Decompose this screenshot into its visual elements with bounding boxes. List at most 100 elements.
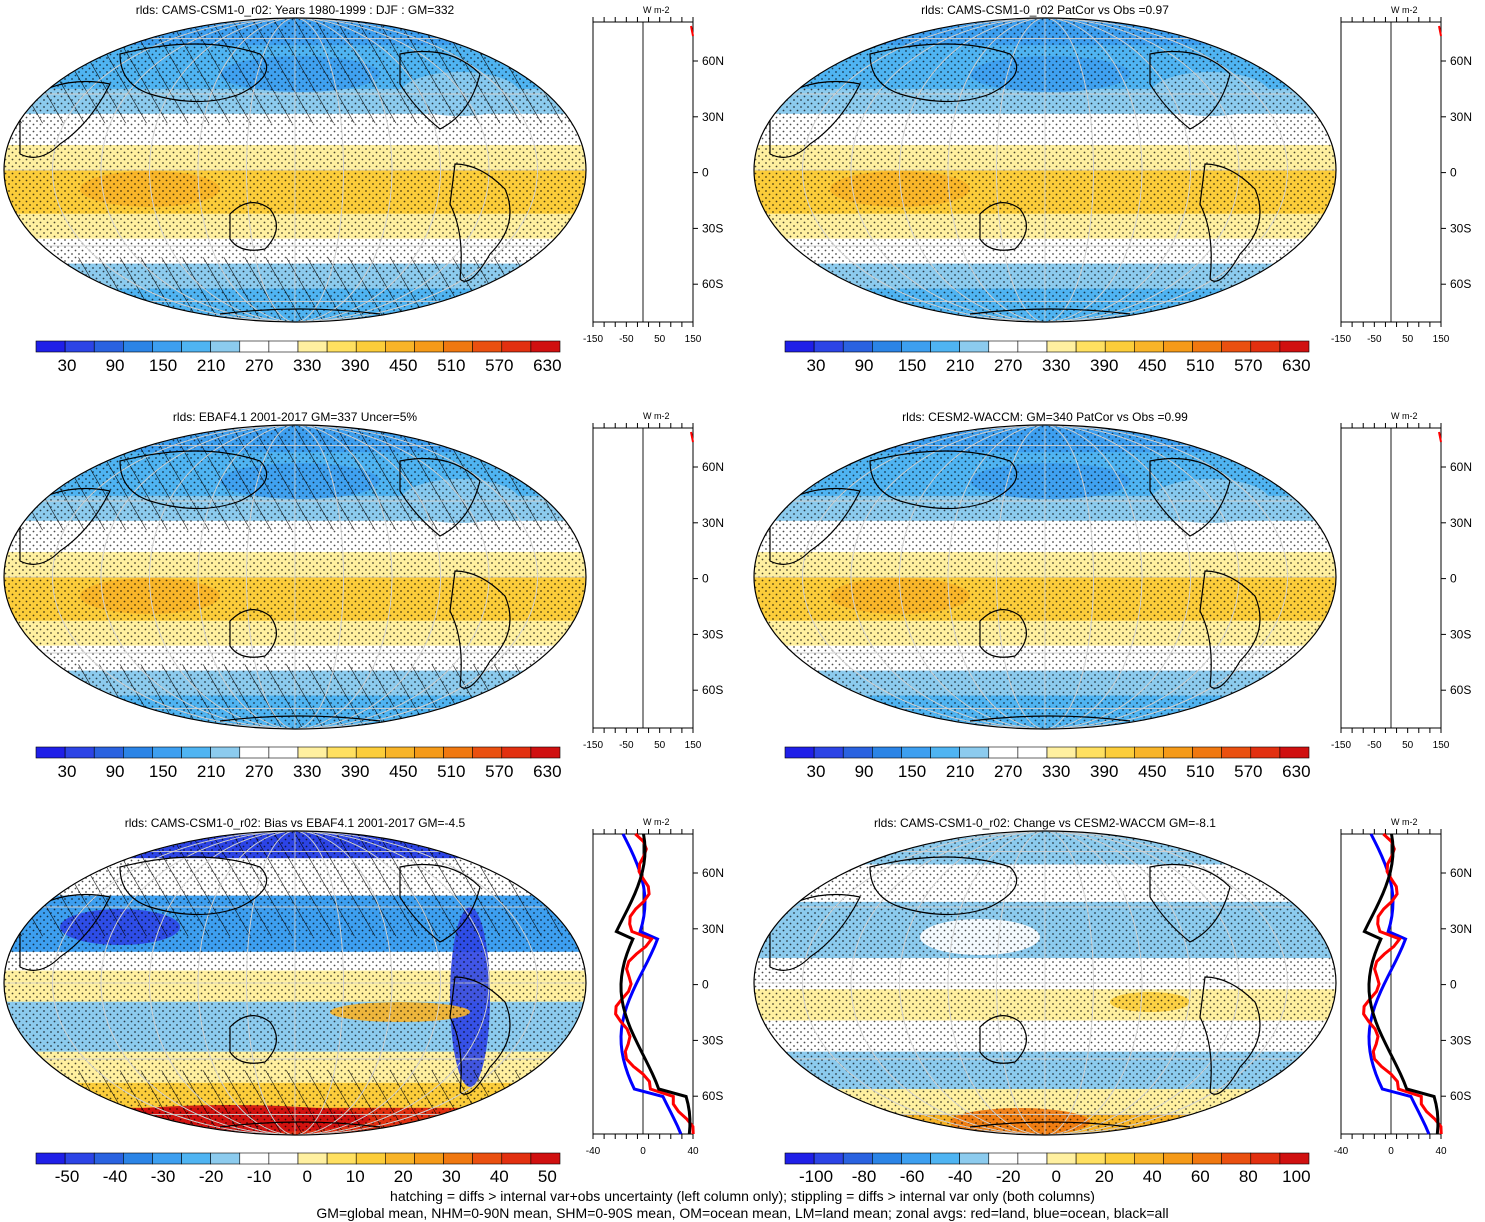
- colorbar-swatch: [239, 340, 270, 353]
- colorbar-label: -20: [198, 1167, 224, 1186]
- colorbar-swatches: [784, 340, 1310, 353]
- colorbar-label: 390: [341, 762, 370, 781]
- colorbar-label: 630: [533, 356, 562, 375]
- colorbar-swatch: [268, 340, 299, 353]
- units-label: W m-2: [1391, 5, 1418, 15]
- colorbar-label: 30: [441, 1167, 461, 1186]
- colorbar-label: 0: [302, 1167, 312, 1186]
- colorbar-swatches: [784, 1152, 1310, 1165]
- lat-label: 30S: [1450, 221, 1471, 235]
- colorbar-swatch: [443, 340, 473, 353]
- colorbar-label: 90: [854, 762, 874, 781]
- lat-label: 30N: [1450, 110, 1472, 124]
- colorbar-swatch: [385, 340, 415, 353]
- colorbar-swatch: [1134, 746, 1164, 759]
- colorbar-label: 40: [489, 1167, 509, 1186]
- colorbar-label: 510: [437, 762, 466, 781]
- colorbar-label: -10: [246, 1167, 272, 1186]
- colorbar-label: 150: [148, 356, 178, 375]
- zonal-plot-4: W m-2 60N 30N 0 30S 60S -150 -50 50 150: [1326, 410, 1485, 765]
- colorbar-label: 60: [1190, 1167, 1210, 1186]
- colorbar-swatch: [35, 1152, 66, 1165]
- colorbar-label: 150: [897, 356, 927, 375]
- colorbar-swatch: [1221, 746, 1252, 759]
- colorbar-5: [35, 1152, 561, 1170]
- x-tick-label: -40: [1334, 1146, 1349, 1157]
- colorbar-swatch: [210, 746, 241, 759]
- colorbar-swatch: [784, 1152, 815, 1165]
- colorbar-label: 30: [57, 356, 77, 375]
- colorbar-swatch: [123, 340, 153, 353]
- map-1: [0, 14, 590, 326]
- colorbar-swatches: [35, 746, 561, 759]
- map-6: [750, 827, 1340, 1139]
- x-tick-label: 150: [1433, 740, 1450, 751]
- panel-title-1: rlds: CAMS-CSM1-0_r02: Years 1980-1999 :…: [135, 3, 455, 17]
- zonal-line-land: [614, 832, 695, 1135]
- colorbar-labels-3: 30 90 150 210 270 330 390 450 510 570 630: [35, 762, 562, 784]
- colorbar-label: 210: [196, 356, 226, 375]
- colorbar-label: 510: [437, 356, 466, 375]
- colorbar-labels-2: 30 90 150 210 270 330 390 450 510 570 630: [784, 356, 1311, 378]
- colorbar-swatches: [784, 746, 1310, 759]
- colorbar-swatch: [1279, 746, 1310, 759]
- colorbar-swatch: [414, 340, 444, 353]
- colorbar-swatch: [268, 1152, 299, 1165]
- colorbar-label: 450: [389, 356, 418, 375]
- x-tick-label: -50: [619, 740, 634, 751]
- robinson-map-6: [753, 830, 1337, 1136]
- zonal-line-ocean: [1367, 833, 1431, 1135]
- colorbar-swatch: [901, 1152, 931, 1165]
- colorbar-label: 390: [1090, 356, 1119, 375]
- colorbar-swatch: [297, 1152, 328, 1165]
- lat-label: 0: [702, 166, 709, 180]
- zonal-plot-6: W m-2 60N 30N 0 30S 60S -40 0 40: [1326, 816, 1485, 1171]
- colorbar-swatch: [530, 340, 561, 353]
- x-tick-label: -40: [586, 1146, 601, 1157]
- units-label: W m-2: [643, 5, 670, 15]
- colorbar-swatch: [1221, 340, 1252, 353]
- colorbar-swatch: [842, 746, 873, 759]
- colorbar-swatch: [930, 1152, 960, 1165]
- x-tick-label: -150: [1331, 334, 1351, 345]
- colorbar-label: 0: [1051, 1167, 1061, 1186]
- colorbar-label: 90: [854, 356, 874, 375]
- colorbar-swatch: [530, 1152, 561, 1165]
- colorbar-label: -40: [947, 1167, 973, 1186]
- x-tick-label: 150: [685, 740, 702, 751]
- colorbar-swatch: [152, 1152, 182, 1165]
- colorbar-1: [35, 340, 561, 358]
- zonal-line-ocean: [619, 833, 683, 1135]
- colorbar-labels-6: -100 -80 -60 -40 -20 0 20 40 60 80 100: [784, 1167, 1311, 1189]
- colorbar-label: 330: [1042, 762, 1071, 781]
- map-3: [0, 421, 590, 733]
- colorbar-label: 570: [1234, 356, 1263, 375]
- x-tick-label: 40: [1435, 1146, 1447, 1157]
- colorbar-swatch: [988, 340, 1019, 353]
- colorbar-label: -100: [799, 1167, 834, 1186]
- colorbar-label: -40: [102, 1167, 128, 1186]
- colorbar-swatch: [268, 746, 299, 759]
- colorbar-swatch: [326, 340, 357, 353]
- colorbar-label: 450: [1138, 356, 1167, 375]
- colorbar-swatch: [1075, 746, 1106, 759]
- colorbar-label: 20: [393, 1167, 413, 1186]
- units-label: W m-2: [643, 817, 670, 827]
- colorbar-swatch: [1250, 340, 1281, 353]
- colorbar-swatch: [1163, 746, 1193, 759]
- colorbar-swatches: [35, 1152, 561, 1165]
- panel-title-5: rlds: CAMS-CSM1-0_r02: Bias vs EBAF4.1 2…: [124, 816, 466, 830]
- lat-label: 60N: [702, 866, 724, 880]
- colorbar-swatch: [472, 1152, 503, 1165]
- zonal-line-all: [614, 833, 692, 1135]
- colorbar-swatch: [123, 746, 153, 759]
- colorbar-swatch: [355, 340, 386, 353]
- colorbar-swatch: [842, 340, 873, 353]
- robinson-map-2: [753, 17, 1337, 323]
- zonal-mean-plot-4: W m-2 60N 30N 0 30S 60S -150 -50 50 150: [1331, 411, 1472, 751]
- colorbar-swatch: [988, 746, 1019, 759]
- colorbar-swatches: [35, 340, 561, 353]
- colorbar-swatch: [988, 1152, 1019, 1165]
- colorbar-swatch: [1017, 1152, 1048, 1165]
- colorbar-swatch: [152, 746, 182, 759]
